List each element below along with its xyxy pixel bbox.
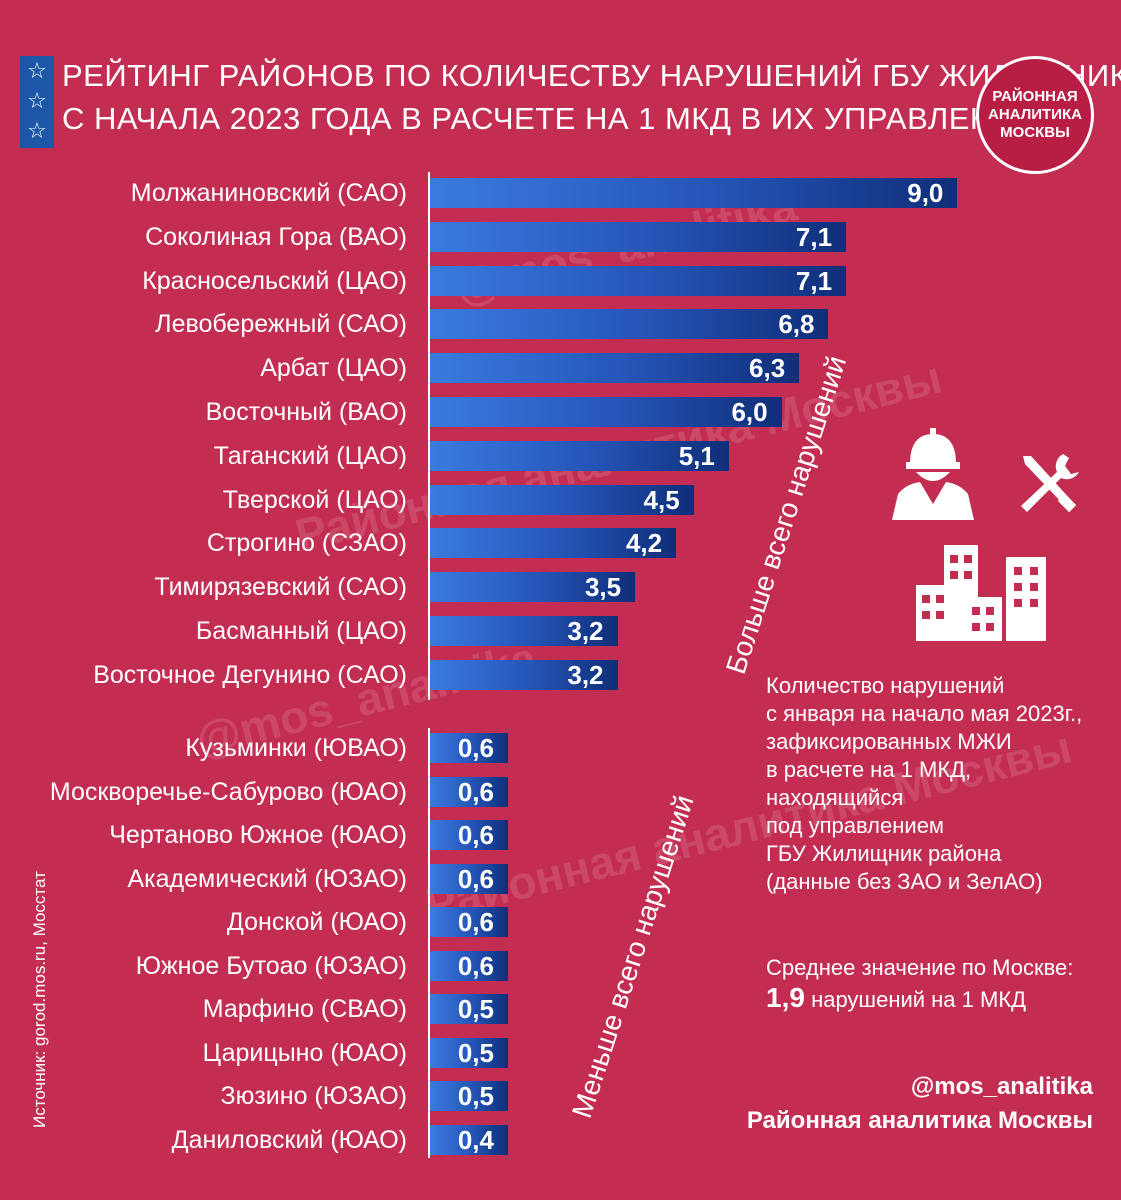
info-line: зафиксированных МЖИ	[766, 729, 1012, 754]
info-line: находящийся	[766, 785, 904, 810]
buildings-icon	[916, 545, 1046, 641]
category-label: Соколиная Гора (ВАО)	[145, 222, 407, 251]
category-label: Строгино (СЗАО)	[206, 529, 407, 558]
bar: 3,5	[430, 572, 636, 603]
bar: 6,0	[430, 397, 782, 427]
bar-value-label: 5,1	[678, 440, 715, 471]
bar: 0,6	[430, 820, 508, 850]
footer-handle: @mos_analitika	[910, 1073, 1093, 1100]
badge-line-1: Районная	[992, 88, 1078, 105]
bar: 0,6	[430, 863, 508, 894]
bar-value-label: 0,4	[457, 1124, 494, 1155]
chart-title: Рейтинг районов по количеству нарушений …	[62, 54, 1121, 140]
wrench-screwdriver-icon	[1021, 454, 1079, 513]
category-label: Академический (ЮЗАО)	[127, 864, 407, 893]
star-icon: ☆	[27, 88, 47, 113]
info-line: с января на начало мая 2023г.,	[766, 701, 1083, 726]
bar-value-label: 0,5	[457, 994, 494, 1024]
bar: 3,2	[430, 616, 618, 646]
category-label: Красносельский (ЦАО)	[142, 266, 407, 295]
bar: 0,5	[430, 1081, 508, 1111]
info-line: ГБУ Жилищник района	[766, 841, 1002, 866]
bar-value-label: 6,0	[731, 397, 768, 427]
info-line: Количество нарушений	[766, 673, 1005, 698]
info-line: в расчете на 1 МКД,	[766, 757, 972, 782]
badge-line-2: аналитика	[988, 106, 1082, 123]
category-label: Южное Бутоао (ЮЗАО)	[135, 951, 407, 980]
category-label: Восточный (ВАО)	[205, 398, 407, 426]
category-label: Чертаново Южное (ЮАО)	[109, 821, 407, 849]
axis-line-top	[428, 172, 430, 700]
bar: 7,1	[430, 265, 847, 296]
bar-value-label: 3,5	[584, 572, 622, 603]
bar-value-label: 9,0	[907, 178, 944, 208]
footer-credits: @mos_analitika Районная аналитика Москвы	[747, 1070, 1093, 1138]
bar: 7,1	[430, 221, 847, 252]
star-icon: ☆	[27, 118, 47, 143]
bar-value-label: 3,2	[567, 659, 604, 690]
bar: 0,6	[430, 733, 508, 763]
category-label: Басманный (ЦАО)	[195, 617, 407, 645]
bar-value-label: 0,6	[457, 863, 494, 894]
category-label: Таганский (ЦАО)	[213, 441, 407, 470]
bar-value-label: 7,1	[795, 221, 833, 252]
badge-line-3: Москвы	[1000, 124, 1070, 141]
bar: 0,5	[430, 994, 508, 1024]
bar: 0,5	[430, 1037, 508, 1068]
bar-value-label: 0,6	[457, 733, 494, 763]
category-label: Арбат (ЦАО)	[260, 354, 407, 383]
category-label: Левобережный (САО)	[155, 310, 407, 339]
bar: 6,8	[430, 309, 829, 340]
bar: 9,0	[430, 178, 958, 208]
category-label: Марфино (СВАО)	[202, 995, 407, 1023]
bar: 0,6	[430, 907, 508, 937]
bar-value-label: 0,5	[457, 1037, 494, 1068]
bar-value-label: 0,6	[457, 907, 494, 937]
category-label: Даниловский (ЮАО)	[171, 1125, 407, 1154]
category-label: Кузьминки (ЮВАО)	[185, 734, 407, 762]
bar-value-label: 0,6	[457, 776, 494, 807]
worker-icon	[892, 428, 974, 520]
bar: 4,2	[430, 528, 677, 559]
bar-value-label: 7,1	[795, 265, 833, 296]
bar: 0,4	[430, 1124, 508, 1155]
bar-value-label: 3,2	[567, 616, 604, 646]
axis-line-bottom	[428, 728, 430, 1158]
title-stars: ☆ ☆ ☆	[20, 56, 54, 148]
bar-value-label: 0,6	[457, 820, 494, 850]
category-label: Донской (ЮАО)	[226, 908, 407, 936]
star-icon: ☆	[27, 58, 47, 83]
bar-value-label: 6,3	[749, 353, 786, 384]
moscow-average: Среднее значение по Москве: 1,9 нарушени…	[766, 953, 1073, 1015]
bar: 5,1	[430, 440, 729, 471]
brand-badge: Районная аналитика Москвы	[976, 56, 1094, 174]
category-label: Восточное Дегунино (САО)	[93, 660, 407, 689]
info-note: Количество нарушений с января на начало …	[766, 672, 1082, 896]
average-label: Среднее значение по Москве:	[766, 955, 1074, 980]
bar: 4,5	[430, 484, 694, 515]
average-unit: нарушений на 1 МКД	[811, 987, 1027, 1012]
category-label: Тверской (ЦАО)	[222, 485, 407, 514]
info-line: под управлением	[766, 813, 945, 838]
chart-title-line-1: Рейтинг районов по количеству нарушений …	[62, 58, 1121, 93]
average-value: 1,9	[766, 982, 805, 1013]
category-label: Молжаниновский (САО)	[130, 179, 407, 207]
bar: 3,2	[430, 659, 618, 690]
category-label: Москворечье-Сабурово (ЮАО)	[49, 777, 407, 806]
info-line: (данные без ЗАО и ЗелАО)	[766, 869, 1043, 894]
bar: 0,6	[430, 950, 508, 981]
category-label: Царицыно (ЮАО)	[202, 1038, 407, 1067]
bar-value-label: 4,5	[643, 484, 680, 515]
bar: 6,3	[430, 353, 800, 384]
bar-value-label: 6,8	[778, 309, 815, 340]
category-label: Тимирязевский (САО)	[154, 573, 407, 602]
bar-value-label: 0,5	[457, 1081, 494, 1111]
bar: 0,6	[430, 776, 508, 807]
bar-value-label: 0,6	[457, 950, 494, 981]
bar-value-label: 4,2	[625, 528, 663, 559]
category-label: Зюзино (ЮЗАО)	[220, 1082, 407, 1110]
source-note: Источник: gorod.mos.ru, Мосстат	[30, 871, 49, 1128]
chart-title-line-2: с начала 2023 года в расчете на 1 МКД в …	[62, 101, 1039, 136]
footer-name: Районная аналитика Москвы	[746, 1107, 1093, 1134]
